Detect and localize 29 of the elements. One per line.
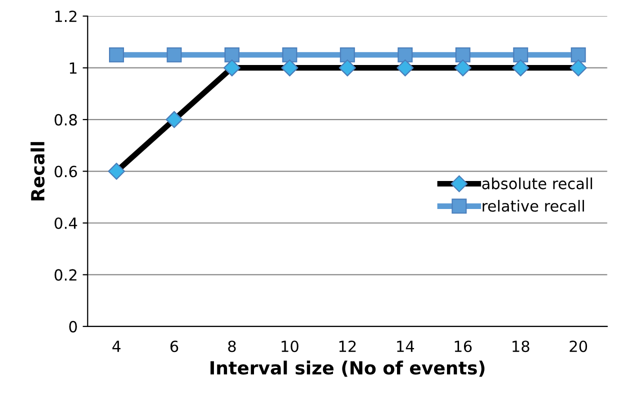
x-tick-label: 16	[454, 340, 472, 352]
y-tick-label: 1.2	[55, 10, 76, 22]
point	[224, 47, 240, 62]
y-axis-title: Recall	[30, 142, 45, 200]
legend-label: relative recall	[482, 200, 584, 212]
point	[282, 47, 298, 62]
x-tick-label: 4	[112, 340, 121, 352]
point	[166, 47, 182, 62]
y-tick-label: 0.2	[54, 269, 76, 281]
y-tick-label: 0	[69, 320, 77, 332]
point	[340, 47, 355, 62]
x-tick-label: 18	[512, 340, 530, 352]
x-axis-title: Interval size (No of events)	[210, 360, 484, 377]
x-tick-label: 8	[228, 340, 236, 352]
y-tick-label: 1	[70, 62, 77, 74]
x-tick-label: 12	[339, 340, 356, 352]
x-tick-label: 10	[282, 340, 298, 352]
y-tick-label: 0.6	[54, 166, 77, 178]
y-tick-label: 0.8	[54, 114, 77, 126]
x-tick-label: 6	[170, 340, 178, 352]
point	[398, 47, 413, 62]
x-tick-label: 20	[570, 340, 588, 352]
legend-label: absolute recall	[482, 177, 592, 190]
x-tick-label: 14	[397, 340, 414, 352]
y-tick-label: 0.4	[54, 217, 78, 230]
point	[455, 47, 470, 62]
point	[513, 47, 528, 62]
point	[109, 47, 124, 62]
point	[570, 47, 586, 62]
